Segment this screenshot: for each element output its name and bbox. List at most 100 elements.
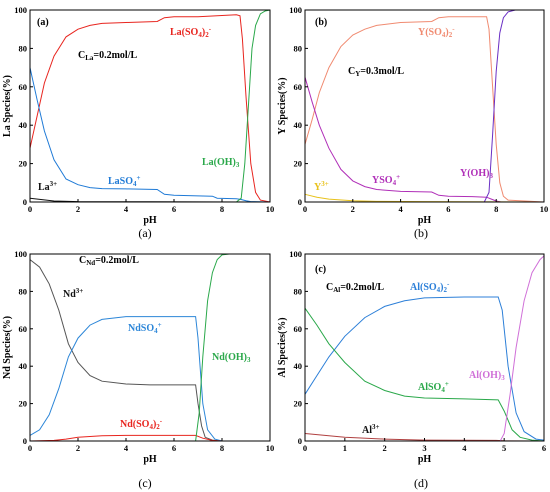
y-tick-label: 20	[294, 399, 303, 409]
y-tick-label: 20	[19, 159, 28, 169]
series-label-ndso4: NdSO4+	[128, 321, 162, 335]
series-label-nd3: Nd3+	[63, 287, 83, 300]
x-tick-label: 2	[383, 443, 387, 453]
caption: (d)	[414, 476, 428, 490]
x-tick-label: 8	[494, 204, 498, 214]
x-tick-label: 0	[303, 204, 307, 214]
x-tick-label: 4	[124, 443, 129, 453]
series-label-y-oh3: Y(OH)3	[460, 168, 493, 180]
x-tick-label: 6	[172, 443, 176, 453]
y-tick-label: 0	[23, 436, 27, 446]
panel-label: (b)	[315, 17, 327, 28]
x-tick-label: 2	[351, 204, 355, 214]
plot-frame	[29, 9, 271, 203]
y-tick-label: 60	[19, 82, 28, 92]
y-tick-label: 60	[294, 324, 303, 334]
y-axis-label: Nd Species(%)	[2, 316, 13, 379]
series-label-la-so4-2: La(SO4)2-	[170, 25, 212, 39]
x-tick-label: 2	[76, 443, 80, 453]
series-label-nd-oh3: Nd(OH)3	[212, 352, 251, 364]
x-tick-label: 0	[303, 443, 307, 453]
x-axis-label: pH	[418, 215, 432, 226]
x-tick-label: 4	[398, 204, 403, 214]
concentration-annotation: CAl=0.2mol/L	[326, 282, 384, 294]
y-tick-label: 40	[19, 361, 28, 371]
x-tick-label: 8	[220, 443, 224, 453]
series-line-AlSO4+	[304, 307, 545, 442]
series-line-NdSO4+	[29, 316, 270, 442]
plot-frame	[29, 253, 271, 442]
y-axis-label: Al Species(%)	[277, 317, 288, 377]
y-tick-label: 40	[19, 120, 28, 130]
caption: (c)	[138, 476, 151, 490]
series-line-Nd(OH)3	[30, 253, 270, 442]
panel-label: (a)	[37, 17, 49, 28]
series-line-La(SO4)2-	[29, 14, 271, 203]
y-tick-label: 80	[294, 286, 303, 296]
concentration-annotation: CY=0.3mol/L	[348, 66, 404, 78]
y-tick-label: 100	[289, 249, 302, 259]
x-tick-label: 10	[266, 443, 275, 453]
y-tick-label: 100	[14, 5, 27, 15]
caption: (b)	[414, 226, 428, 240]
series-line-Al(SO4)2-	[304, 296, 545, 441]
x-tick-label: 0	[28, 443, 32, 453]
x-tick-label: 10	[540, 204, 549, 214]
x-tick-label: 4	[462, 443, 467, 453]
series-label-al3: Al3+	[362, 423, 380, 436]
y-tick-label: 80	[19, 286, 28, 296]
series-label-yso4: YSO4+	[372, 173, 400, 187]
x-tick-label: 5	[502, 443, 506, 453]
series-label-la-oh3: La(OH)3	[202, 157, 240, 169]
series-line-Y(SO4)2-	[304, 16, 545, 203]
x-tick-label: 6	[542, 443, 546, 453]
series-label-la3: La3+	[38, 180, 57, 193]
y-tick-label: 20	[19, 399, 28, 409]
x-axis-label: pH	[143, 215, 157, 226]
series-line-Y3+	[304, 193, 545, 203]
y-tick-label: 0	[298, 436, 302, 446]
x-tick-label: 2	[76, 204, 80, 214]
x-tick-label: 1	[343, 443, 347, 453]
y-tick-label: 20	[294, 159, 303, 169]
y-tick-label: 80	[294, 43, 303, 53]
x-axis-label: pH	[418, 454, 432, 465]
x-tick-label: 6	[446, 204, 450, 214]
series-line-YSO4+	[304, 77, 544, 203]
plot-frame	[304, 9, 545, 203]
series-label-al-so4-2: Al(SO4)2-	[410, 280, 450, 294]
x-axis-label: pH	[143, 454, 157, 465]
series-label-y-so4-2: Y(SO4)2-	[418, 25, 455, 39]
y-tick-label: 100	[289, 5, 302, 15]
x-tick-label: 6	[172, 204, 176, 214]
series-label-y3: Y3+	[314, 180, 329, 193]
y-tick-label: 100	[14, 249, 27, 259]
x-tick-label: 8	[220, 204, 224, 214]
y-tick-label: 80	[19, 43, 28, 53]
panel-label: (c)	[315, 264, 326, 275]
x-tick-label: 3	[422, 443, 426, 453]
y-tick-label: 0	[298, 197, 302, 207]
y-tick-label: 60	[294, 82, 303, 92]
x-tick-label: 0	[28, 204, 32, 214]
x-tick-label: 10	[266, 204, 275, 214]
x-tick-label: 4	[124, 204, 129, 214]
series-line-Al(OH)3	[305, 255, 545, 442]
series-line-Nd3+	[29, 259, 270, 442]
y-tick-label: 40	[294, 120, 303, 130]
series-line-LaSO4+	[29, 67, 271, 203]
y-tick-label: 60	[19, 324, 28, 334]
series-line-La(OH)3	[30, 9, 271, 203]
series-label-nd-so4-2: Nd(SO4)2-	[120, 417, 163, 431]
series-line-Y(OH)3	[305, 9, 544, 203]
series-label-laso4: LaSO4+	[108, 174, 141, 188]
y-axis-label: La Species(%)	[2, 75, 13, 137]
